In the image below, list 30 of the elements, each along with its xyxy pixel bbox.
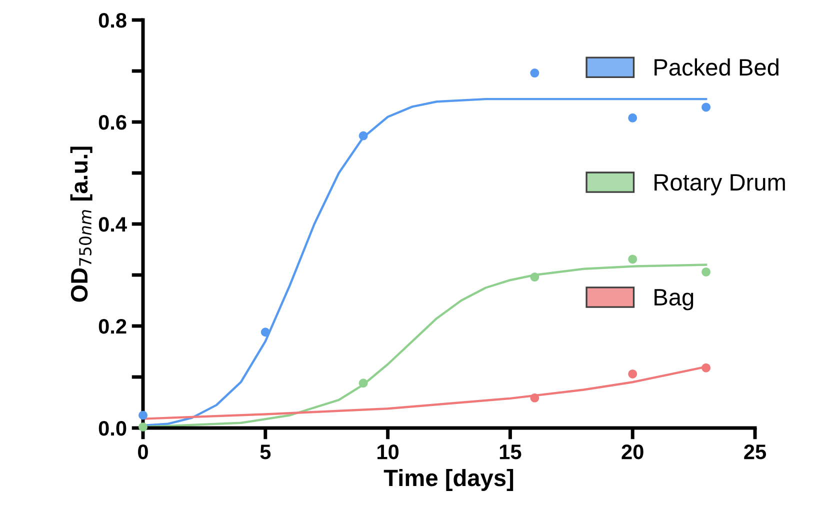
y-tick-label: 0.0: [98, 421, 126, 436]
point: [358, 131, 368, 140]
point: [702, 102, 711, 112]
point: [358, 378, 368, 388]
point: [530, 272, 540, 282]
x-tick-label: 0: [138, 444, 148, 460]
point: [260, 328, 270, 337]
x-tick-label: 20: [622, 444, 644, 460]
point: [530, 68, 540, 78]
y-axis-title: OD$_{750nm}$ [a.u.]: [70, 146, 92, 302]
point: [138, 422, 148, 432]
legend-label: Packed Bed: [654, 58, 778, 76]
legend-label: Rotary Drum: [654, 174, 785, 196]
x-tick-label: 5: [260, 444, 271, 460]
x-tick-label: 15: [500, 444, 522, 460]
point: [628, 254, 638, 264]
point: [702, 363, 711, 372]
point: [138, 410, 148, 420]
point: [702, 267, 711, 276]
y-tick-label: 0.4: [98, 217, 127, 232]
y-tick-label: 0.8: [98, 13, 126, 28]
x-tick-label: 25: [744, 444, 766, 460]
x-axis-title: Time [days]: [384, 468, 514, 491]
y-tick-label: 0.2: [98, 319, 126, 334]
point: [628, 369, 638, 378]
legend-label: Bag: [654, 289, 694, 310]
point: [628, 113, 638, 122]
y-tick-label: 0.6: [98, 115, 126, 130]
point: [530, 393, 540, 402]
x-tick-label: 10: [378, 444, 399, 460]
